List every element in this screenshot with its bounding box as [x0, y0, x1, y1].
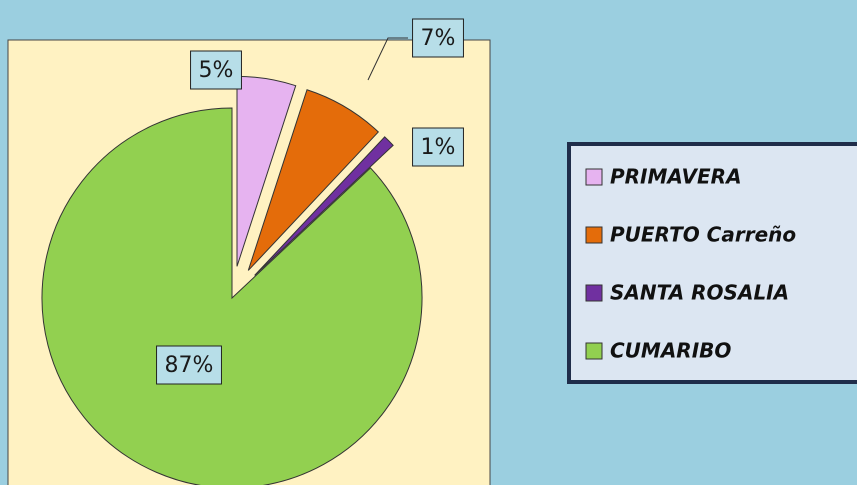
data-label-box [412, 127, 464, 167]
data-label: 5% [199, 58, 234, 83]
pie-slice [247, 89, 380, 271]
data-label-box [412, 18, 464, 58]
data-label: 7% [421, 26, 456, 51]
legend-label: SANTA ROSALIA [610, 281, 789, 305]
legend-box [567, 142, 857, 384]
data-label-box [156, 345, 222, 385]
legend-swatch [585, 168, 603, 186]
legend-swatch [585, 342, 603, 360]
data-label: 1% [421, 135, 456, 160]
legend-swatch [585, 226, 603, 244]
data-label: 87% [165, 353, 214, 378]
data-label-box [190, 50, 242, 90]
legend-label: CUMARIBO [610, 339, 731, 363]
leader-line [367, 37, 408, 81]
pie-slice [41, 107, 423, 485]
legend-swatch [585, 284, 603, 302]
legend-label: PUERTO Carreño [610, 223, 796, 247]
pie-slice [254, 136, 394, 276]
legend-label: PRIMAVERA [610, 165, 742, 189]
